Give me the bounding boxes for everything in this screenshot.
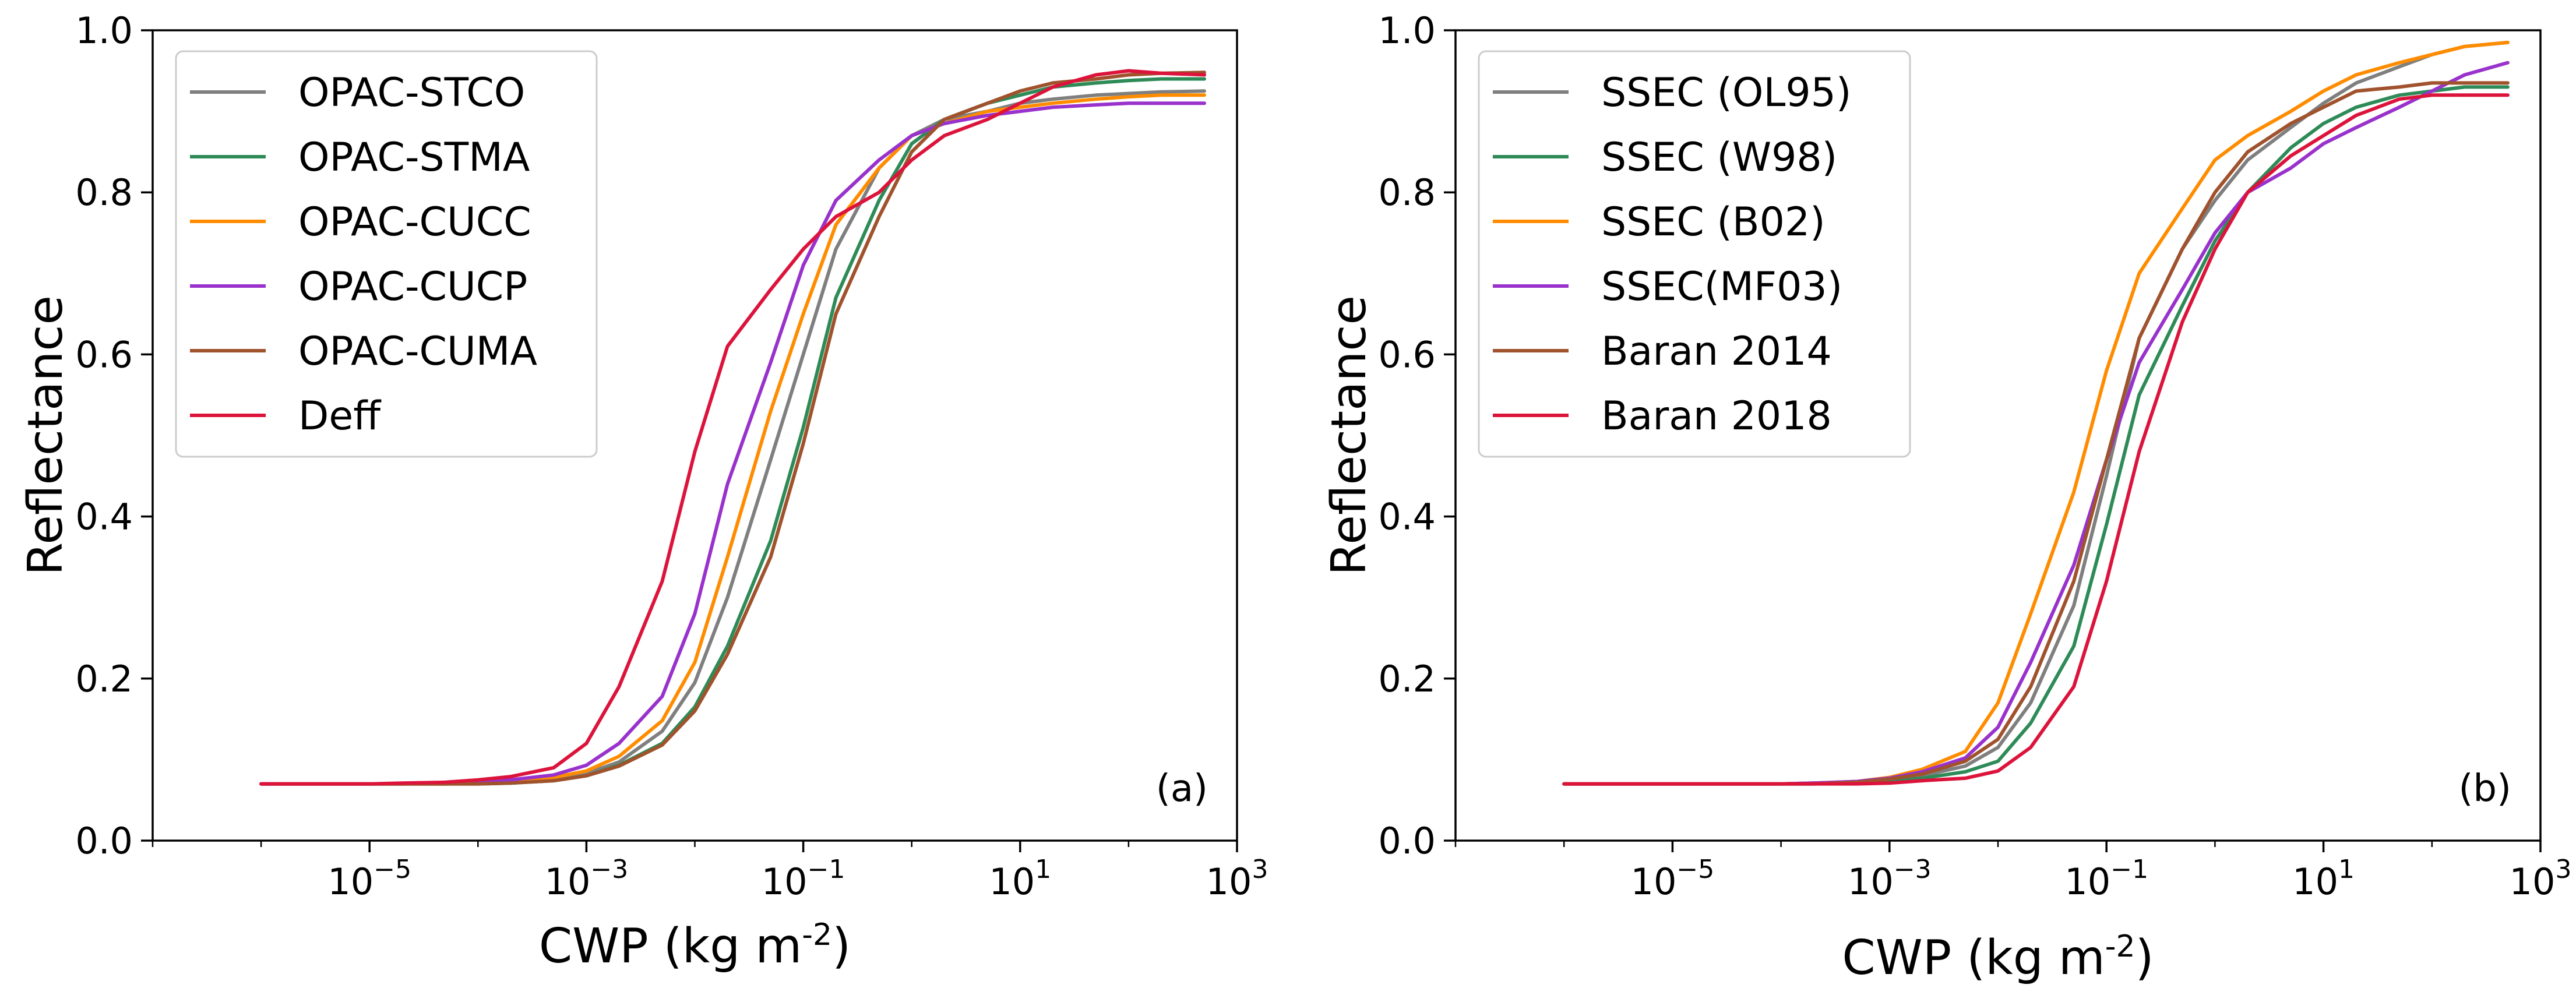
legend: OPAC-STCO OPAC-STMA OPAC-CUCC OPAC-CUCP OPAC… (175, 50, 598, 458)
x-axis-label: CWP (kg m-2) (539, 918, 851, 974)
legend-entry: Baran 2014 (1601, 329, 1832, 375)
y-tick-label: 0.6 (75, 333, 133, 376)
series-line-6 (259, 69, 1206, 786)
x-tick-label: 10−3 (545, 855, 629, 903)
y-tick-label: 0.0 (1378, 820, 1436, 862)
x-tick-label: 10−1 (762, 855, 845, 903)
x-tick-label: 10−5 (1631, 855, 1715, 903)
x-tick-label: 103 (2510, 855, 2572, 903)
series-lines (259, 69, 1206, 786)
x-tick-label: 10−1 (2064, 855, 2148, 903)
y-tick-label: 0.6 (1378, 333, 1436, 376)
legend-entry: SSEC(MF03) (1601, 264, 1842, 310)
legend-entry: Baran 2018 (1601, 393, 1832, 439)
x-tick-label: 101 (989, 855, 1051, 903)
legend-entry: SSEC (OL95) (1601, 70, 1851, 116)
legend-entry: SSEC (W98) (1601, 135, 1837, 181)
legend: SSEC (OL95) SSEC (W98) SSEC (B02) SSEC(MF03… (1478, 50, 1911, 458)
legend-entry: OPAC-CUMA (298, 329, 537, 375)
y-tick-label: 0.2 (75, 658, 133, 700)
y-tick-label: 0.0 (75, 820, 133, 862)
series-line-6 (1562, 93, 2510, 786)
legend-entry: OPAC-CUCC (298, 199, 531, 245)
x-tick-label: 10−5 (327, 855, 411, 903)
panel-label: (b) (2458, 767, 2511, 810)
legend-entry: SSEC (B02) (1601, 199, 1826, 245)
x-tick-label: 101 (2292, 855, 2355, 903)
y-axis-label: Reflectance (1322, 295, 1377, 576)
series-lines (1562, 40, 2510, 786)
legend-box (1478, 50, 1911, 458)
y-axis-label: Reflectance (18, 295, 73, 576)
y-tick-label: 0.4 (1378, 496, 1436, 538)
x-tick-label: 10−3 (1848, 855, 1932, 903)
legend-entry: OPAC-CUCP (298, 264, 527, 310)
y-tick-label: 1.0 (1378, 9, 1436, 52)
y-tick-label: 0.8 (75, 171, 133, 214)
panel-label: (a) (1156, 767, 1208, 810)
x-tick-label: 103 (1206, 855, 1268, 903)
legend-entry: OPAC-STCO (298, 70, 525, 116)
chart-panel-b: 0.0 0.2 0.4 0.6 0.8 1.0 10−5 10−3 10−1 101 103 CWP … (1322, 9, 2571, 986)
x-axis-label: CWP (kg m-2) (1842, 929, 2154, 986)
y-tick-label: 0.2 (1378, 658, 1436, 700)
y-tick-label: 1.0 (75, 9, 133, 52)
legend-entry: OPAC-STMA (298, 135, 530, 181)
chart-panel-a: 0.0 0.2 0.4 0.6 0.8 1.0 10−5 10−3 10−1 101 103 CWP … (18, 9, 1268, 974)
legend-box (175, 50, 598, 458)
y-tick-label: 0.4 (75, 496, 133, 538)
y-tick-label: 0.8 (1378, 171, 1436, 214)
legend-entry: Deff (298, 393, 382, 439)
